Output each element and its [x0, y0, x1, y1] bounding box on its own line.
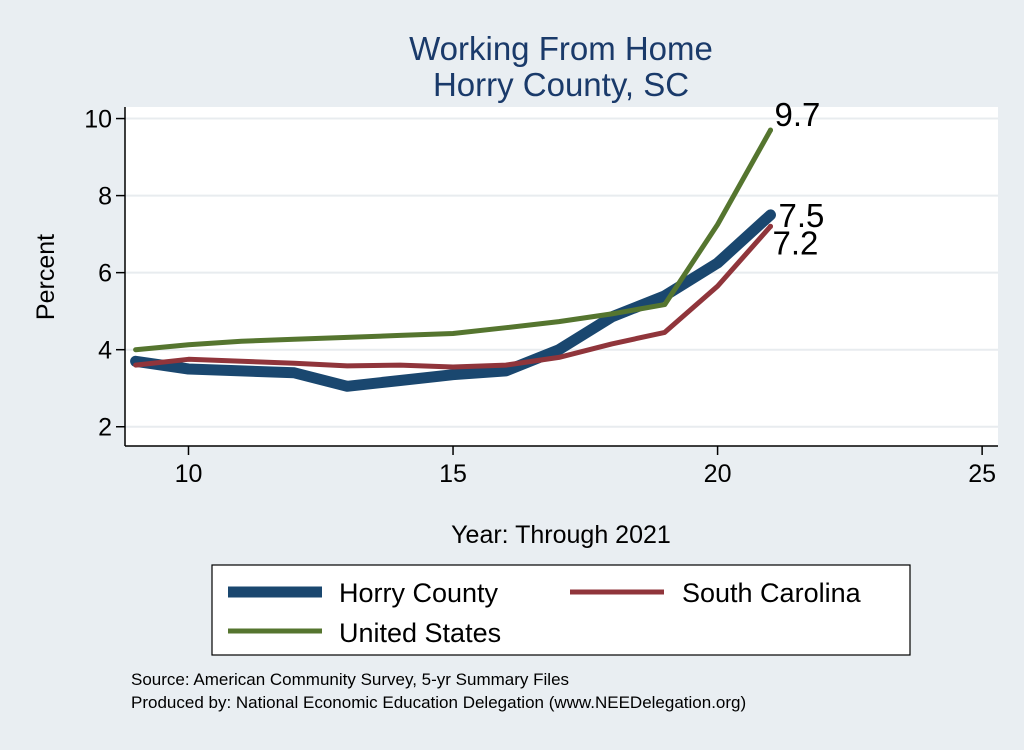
ticks: 2 4 6 8 10 10 15 20 25	[84, 106, 996, 488]
x-tick-label-20: 20	[704, 460, 732, 488]
legend: Horry County South Carolina United State…	[211, 564, 911, 656]
y-tick-label-4: 4	[98, 337, 112, 365]
x-axis-label: Year: Through 2021	[451, 521, 671, 549]
legend-label-horry-county: Horry County	[339, 578, 499, 608]
series-line-horry-county	[130, 209, 776, 392]
legend-label-south-carolina: South Carolina	[682, 578, 862, 608]
x-tick-label-25: 25	[968, 460, 996, 488]
y-tick-label-10: 10	[84, 106, 112, 134]
chart-subtitle: Horry County, SC	[433, 66, 689, 103]
series-line-united-states	[133, 127, 773, 353]
end-labels: 7.57.2 9.7	[772, 96, 824, 261]
chart-title: Working From Home	[409, 30, 713, 67]
y-tick-label-2: 2	[98, 414, 112, 442]
producer-note: Produced by: National Economic Education…	[131, 693, 746, 712]
series-lines	[130, 127, 776, 392]
y-axis-label: Percent	[32, 234, 60, 320]
end-label-south-carolina: 7.2	[772, 224, 818, 261]
source-note: Source: American Community Survey, 5-yr …	[131, 670, 569, 689]
plot-area	[125, 107, 998, 446]
series-end-point-united-states	[767, 127, 773, 133]
x-tick-label-15: 15	[439, 460, 467, 488]
series-line-south-carolina	[133, 223, 773, 370]
end-label-horry-county: 7.5	[778, 197, 824, 234]
end-label-united-states: 9.7	[774, 96, 820, 133]
series-end-point-horry-county	[765, 209, 776, 220]
legend-label-united-states: United States	[339, 618, 501, 648]
x-tick-label-10: 10	[175, 460, 203, 488]
series-end-point-south-carolina	[767, 223, 773, 229]
axes	[124, 107, 998, 447]
y-tick-label-8: 8	[98, 183, 112, 211]
y-tick-label-6: 6	[98, 260, 112, 288]
legend-box	[211, 564, 911, 656]
